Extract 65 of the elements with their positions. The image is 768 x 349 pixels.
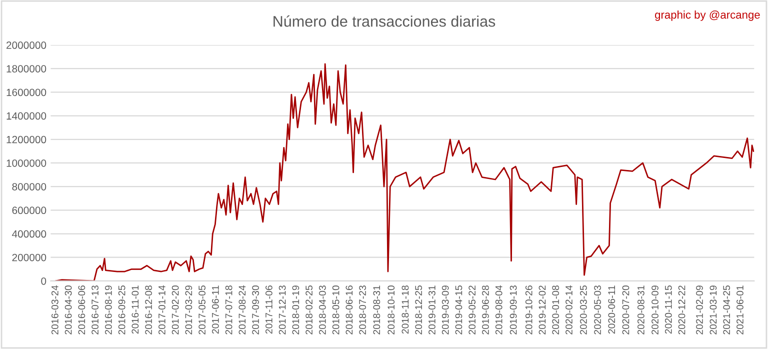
y-tick-label: 1200000 xyxy=(6,136,46,144)
x-tick-label: 2017-07-18 xyxy=(225,286,232,334)
x-tick-label: 2018-02-25 xyxy=(306,286,312,334)
x-tick-label: 2018-06-16 xyxy=(346,286,353,334)
x-tick-label: 2020-12-22 xyxy=(678,286,686,334)
chart-title: Número de transacciones diarias xyxy=(274,15,496,27)
x-tick-label: 2019-08-04 xyxy=(495,285,502,334)
x-tick-label: 2017-09-30 xyxy=(252,285,259,334)
x-tick-label: 2021-03-19 xyxy=(710,286,717,334)
x-tick-label: 2017-05-05 xyxy=(198,286,206,334)
x-tick-label: 2016-11-01 xyxy=(132,286,139,334)
y-tick-label: 1800000 xyxy=(6,65,46,72)
x-tick-label: 2016-03-24 xyxy=(51,285,58,334)
x-tick-label: 2016-09-25 xyxy=(118,286,126,334)
x-tick-label: 2017-11-06 xyxy=(265,286,272,334)
y-tick-label: 1400000 xyxy=(6,112,46,120)
x-tick-label: 2019-06-28 xyxy=(482,286,489,334)
x-tick-label: 2018-08-31 xyxy=(373,286,380,334)
y-tick-label: 2000000 xyxy=(6,42,46,49)
x-tick-label: 2020-01-08 xyxy=(552,286,560,334)
x-tick-label: 2020-06-11 xyxy=(608,286,616,334)
x-tick-label: 2017-01-14 xyxy=(158,285,166,334)
y-tick-label: 1000000 xyxy=(6,159,46,167)
x-tick-label: 2021-02-09 xyxy=(696,286,703,334)
x-tick-label: 2017-06-11 xyxy=(212,286,219,334)
x-tick-label: 2019-12-02 xyxy=(538,286,546,334)
y-tick-label: 200000 xyxy=(12,254,46,262)
x-tick-label: 2016-04-30 xyxy=(64,285,72,334)
x-tick-label: 2017-08-24 xyxy=(238,285,246,334)
y-tick-label: 0 xyxy=(41,277,46,285)
x-tick-label: 2019-05-22 xyxy=(468,286,476,334)
x-tick-label: 2018-10-10 xyxy=(388,285,395,334)
x-tick-label: 2016-06-06 xyxy=(78,286,86,334)
x-tick-label: 2020-10-09 xyxy=(652,286,658,334)
x-tick-label: 2018-01-19 xyxy=(292,286,300,334)
x-tick-label: 2018-11-18 xyxy=(402,286,409,334)
line-series xyxy=(55,63,754,281)
x-tick-label: 2018-12-25 xyxy=(415,286,422,334)
x-tick-label: 2016-12-08 xyxy=(145,286,152,334)
y-tick-label: 800000 xyxy=(12,183,46,190)
x-tick-label: 2019-01-31 xyxy=(428,286,436,334)
x-tick-label: 2018-07-23 xyxy=(359,286,366,334)
x-tick-label: 2017-03-29 xyxy=(185,286,192,334)
x-tick-label: 2020-05-03 xyxy=(594,286,601,334)
x-tick-label: 2020-07-20 xyxy=(622,285,630,334)
x-tick-label: 2020-11-15 xyxy=(664,286,672,334)
x-tick-label: 2019-03-09 xyxy=(442,286,449,334)
text: graphic by @arcange xyxy=(655,10,760,21)
x-tick-label: 2020-08-31 xyxy=(637,286,644,334)
x-tick-label: 2019-04-15 xyxy=(455,286,462,334)
x-tick-label: 2017-02-20 xyxy=(172,285,179,334)
x-tick-label: 2016-07-13 xyxy=(92,286,98,334)
y-tick-label: 400000 xyxy=(12,230,46,238)
y-tick-label: 1600000 xyxy=(6,88,46,96)
x-tick-label: 2019-09-13 xyxy=(510,286,517,334)
x-tick-label: 2019-10-26 xyxy=(525,286,532,334)
x-tick-label: 2017-12-13 xyxy=(278,286,286,334)
x-tick-label: 2018-05-10 xyxy=(332,285,340,334)
x-tick-label: 2018-04-03 xyxy=(318,286,326,334)
x-tick-label: 2020-03-25 xyxy=(580,286,587,334)
y-tick-label: 600000 xyxy=(12,206,46,214)
x-tick-label: 2020-02-14 xyxy=(566,285,572,334)
x-tick-label: 2021-04-25 xyxy=(723,286,730,334)
x-tick-label: 2016-08-19 xyxy=(104,286,112,334)
x-tick-label: 2021-06-01 xyxy=(736,286,744,334)
